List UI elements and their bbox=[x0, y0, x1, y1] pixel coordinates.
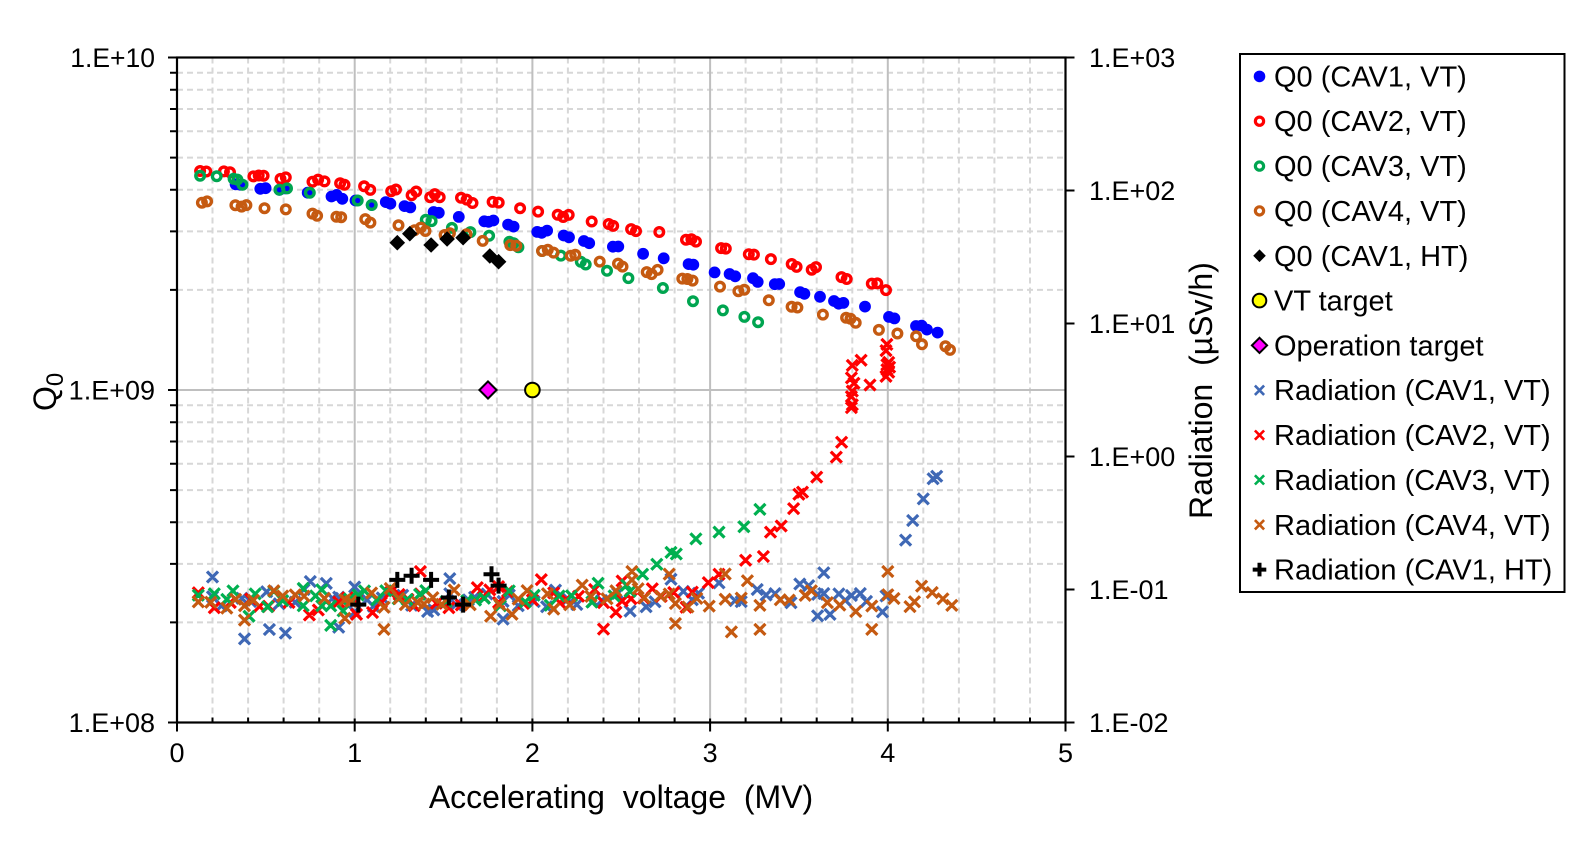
svg-text:Q0 (CAV4, VT): Q0 (CAV4, VT) bbox=[1274, 196, 1467, 228]
svg-text:Radiation (CAV2, VT): Radiation (CAV2, VT) bbox=[1274, 420, 1551, 452]
svg-text:Accelerating voltage (MV): Accelerating voltage (MV) bbox=[429, 779, 813, 815]
svg-text:Radiation (CAV4, VT): Radiation (CAV4, VT) bbox=[1274, 510, 1551, 542]
svg-text:1.E+09: 1.E+09 bbox=[69, 376, 155, 406]
svg-text:VT target: VT target bbox=[1274, 286, 1393, 318]
svg-text:1.E+02: 1.E+02 bbox=[1089, 176, 1175, 206]
svg-text:1.E-01: 1.E-01 bbox=[1089, 575, 1169, 605]
svg-text:1.E+10: 1.E+10 bbox=[70, 43, 155, 73]
svg-text:Q0 (CAV3, VT): Q0 (CAV3, VT) bbox=[1274, 151, 1467, 183]
svg-text:1.E+00: 1.E+00 bbox=[1089, 442, 1175, 472]
svg-text:Radiation (CAV1, VT): Radiation (CAV1, VT) bbox=[1274, 375, 1551, 407]
svg-text:0: 0 bbox=[169, 738, 184, 768]
svg-text:Radiation (CAV1, HT): Radiation (CAV1, HT) bbox=[1274, 555, 1552, 587]
svg-text:Q0 (CAV1, VT): Q0 (CAV1, VT) bbox=[1274, 61, 1467, 93]
svg-text:2: 2 bbox=[525, 738, 540, 768]
svg-text:Operation target: Operation target bbox=[1274, 330, 1484, 362]
svg-text:5: 5 bbox=[1058, 738, 1073, 768]
svg-text:Radiation (CAV3, VT): Radiation (CAV3, VT) bbox=[1274, 465, 1551, 497]
svg-text:1.E-02: 1.E-02 bbox=[1089, 708, 1169, 738]
svg-text:1.E+01: 1.E+01 bbox=[1089, 309, 1175, 339]
svg-text:4: 4 bbox=[880, 738, 895, 768]
svg-text:1.E+03: 1.E+03 bbox=[1089, 43, 1175, 73]
svg-text:Q0 (CAV2, VT): Q0 (CAV2, VT) bbox=[1274, 106, 1467, 138]
svg-text:1.E+08: 1.E+08 bbox=[69, 708, 155, 738]
svg-text:1: 1 bbox=[347, 738, 362, 768]
svg-text:Radiation (µSv/h): Radiation (µSv/h) bbox=[1183, 262, 1219, 519]
svg-text:3: 3 bbox=[703, 738, 718, 768]
svg-text:Q0 (CAV1, HT): Q0 (CAV1, HT) bbox=[1274, 241, 1468, 273]
